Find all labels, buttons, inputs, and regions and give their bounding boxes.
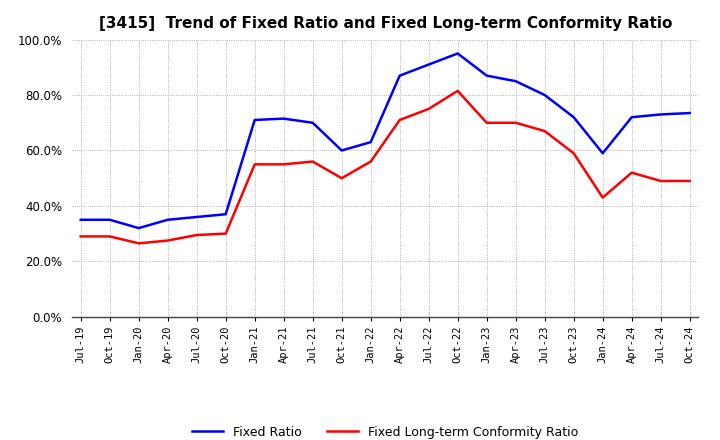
Fixed Long-term Conformity Ratio bbox=[685, 178, 694, 183]
Fixed Ratio bbox=[511, 78, 520, 84]
Fixed Ratio bbox=[308, 120, 317, 125]
Fixed Ratio bbox=[192, 214, 201, 220]
Fixed Ratio bbox=[424, 62, 433, 67]
Fixed Ratio bbox=[454, 51, 462, 56]
Fixed Ratio bbox=[76, 217, 85, 222]
Fixed Ratio bbox=[279, 116, 288, 121]
Fixed Ratio bbox=[395, 73, 404, 78]
Fixed Long-term Conformity Ratio bbox=[511, 120, 520, 125]
Fixed Long-term Conformity Ratio bbox=[251, 161, 259, 167]
Fixed Long-term Conformity Ratio bbox=[135, 241, 143, 246]
Fixed Long-term Conformity Ratio bbox=[482, 120, 491, 125]
Fixed Ratio bbox=[657, 112, 665, 117]
Fixed Long-term Conformity Ratio bbox=[163, 238, 172, 243]
Fixed Ratio bbox=[598, 150, 607, 156]
Fixed Ratio bbox=[541, 92, 549, 98]
Line: Fixed Long-term Conformity Ratio: Fixed Long-term Conformity Ratio bbox=[81, 91, 690, 243]
Fixed Long-term Conformity Ratio bbox=[221, 231, 230, 236]
Fixed Long-term Conformity Ratio bbox=[598, 195, 607, 200]
Fixed Long-term Conformity Ratio bbox=[105, 234, 114, 239]
Fixed Long-term Conformity Ratio bbox=[308, 159, 317, 164]
Fixed Long-term Conformity Ratio bbox=[424, 106, 433, 111]
Fixed Ratio bbox=[221, 212, 230, 217]
Fixed Ratio bbox=[105, 217, 114, 222]
Fixed Long-term Conformity Ratio bbox=[570, 150, 578, 156]
Fixed Long-term Conformity Ratio bbox=[338, 176, 346, 181]
Fixed Ratio bbox=[135, 225, 143, 231]
Fixed Long-term Conformity Ratio bbox=[366, 159, 375, 164]
Line: Fixed Ratio: Fixed Ratio bbox=[81, 53, 690, 228]
Fixed Long-term Conformity Ratio bbox=[627, 170, 636, 175]
Fixed Ratio bbox=[163, 217, 172, 222]
Fixed Ratio bbox=[338, 148, 346, 153]
Fixed Long-term Conformity Ratio bbox=[541, 128, 549, 134]
Fixed Ratio bbox=[570, 114, 578, 120]
Fixed Long-term Conformity Ratio bbox=[192, 232, 201, 238]
Fixed Ratio bbox=[366, 139, 375, 145]
Title: [3415]  Trend of Fixed Ratio and Fixed Long-term Conformity Ratio: [3415] Trend of Fixed Ratio and Fixed Lo… bbox=[99, 16, 672, 32]
Fixed Ratio bbox=[627, 114, 636, 120]
Fixed Long-term Conformity Ratio bbox=[395, 117, 404, 123]
Fixed Long-term Conformity Ratio bbox=[76, 234, 85, 239]
Legend: Fixed Ratio, Fixed Long-term Conformity Ratio: Fixed Ratio, Fixed Long-term Conformity … bbox=[187, 421, 583, 440]
Fixed Ratio bbox=[251, 117, 259, 123]
Fixed Long-term Conformity Ratio bbox=[279, 161, 288, 167]
Fixed Long-term Conformity Ratio bbox=[454, 88, 462, 94]
Fixed Ratio bbox=[482, 73, 491, 78]
Fixed Long-term Conformity Ratio bbox=[657, 178, 665, 183]
Fixed Ratio bbox=[685, 110, 694, 116]
